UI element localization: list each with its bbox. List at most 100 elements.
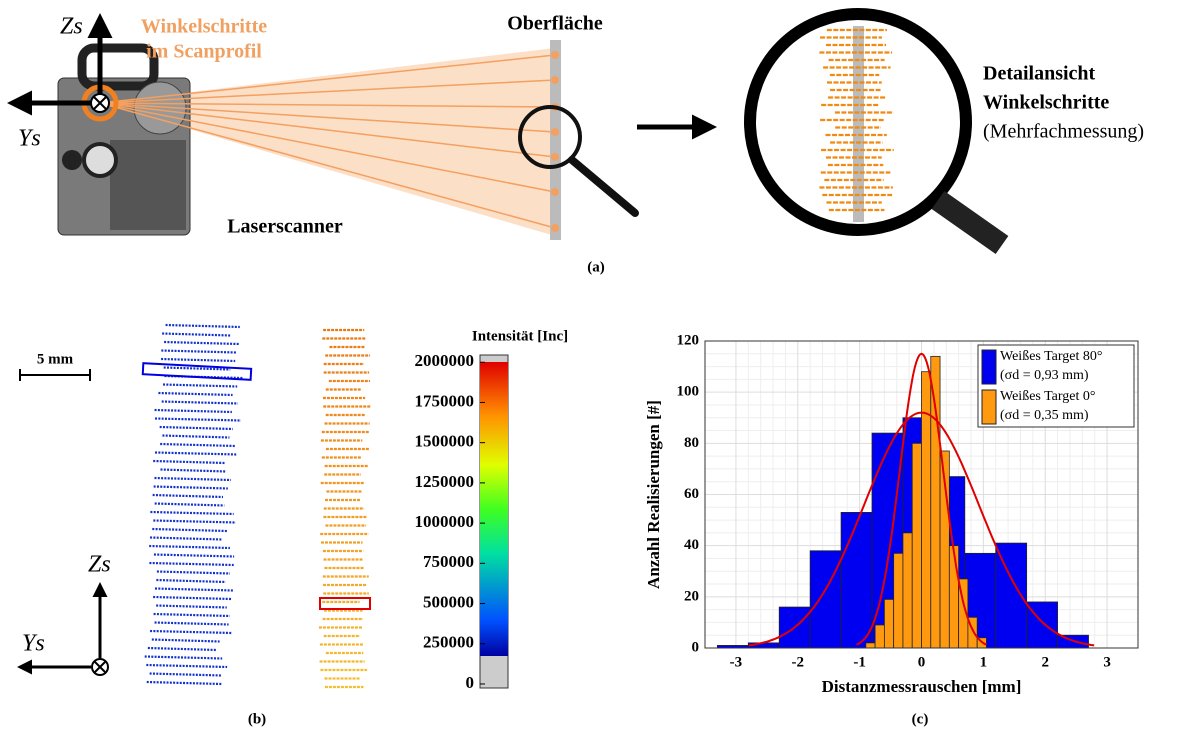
point-row [154,621,229,626]
bar [911,442,922,649]
point-row [153,459,225,465]
legend: Weißes Target 80° (σd = 0,93 mm) Weißes Ta… [977,344,1135,428]
point-row [146,663,228,669]
surface-label: Oberfläche [507,13,603,35]
legend-note: (σd = 0,93 mm) [1000,368,1089,383]
scanner-handle [77,43,159,91]
fit-curve [856,352,987,646]
point-row [164,340,240,346]
x-tick-label: -1 [853,654,866,670]
point-row [153,595,232,601]
plot-frame [704,340,1139,649]
detail-points [819,28,894,212]
bar [874,624,885,649]
histogram: 0 20 40 60 80 100 120 -3 -2 -1 0 1 2 3 Distanzmessraus… [644,332,1139,696]
beam [99,102,556,158]
fit-curve [748,411,1095,647]
y-tick-label: 120 [677,332,700,348]
point-cloud-blue [144,323,243,686]
point-row [153,612,230,618]
colorbar-tick-label: 1500000 [415,432,475,451]
legend-swatch [981,389,997,425]
point-row [165,323,240,329]
scanner-grille [110,140,186,230]
detail-handle [931,191,1009,254]
beam [99,102,556,133]
beam-label: Winkelschritte [141,16,267,38]
colorbar: 0 250000 500000 750000 1000000 1250000 1500000… [415,351,509,692]
point-row [156,578,226,584]
axis-y-label: Ys [18,126,41,152]
colorbar-tick-label: 750000 [423,552,474,571]
bar [840,512,873,649]
legend-box [977,344,1135,428]
bar [893,552,904,649]
point-row [149,672,222,677]
caption: (a) [587,259,605,275]
beam [99,102,556,108]
point-row [154,408,232,414]
legend-swatch [981,349,997,385]
point-row [144,655,223,660]
point-row [150,629,233,635]
bar [948,545,960,649]
point-row [153,519,236,524]
legend-label: Weißes Target 0° [1000,389,1096,404]
point-row [153,485,228,490]
panel-a: Zs Ys Winkelschritte im Scanprofil Oberf… [7,8,1144,275]
point-row [151,638,220,643]
x-tick-label: -2 [792,654,805,670]
y-tick-label: 80 [684,435,699,451]
point-row [160,442,236,448]
point-row [156,604,227,609]
origin-cross [94,661,106,673]
colorbar-tick-label: 0 [466,673,475,692]
point-cloud-intensity [318,328,371,689]
beam [99,102,556,193]
x-tick-label: 2 [1041,654,1049,670]
x-axis-label: Distanzmessrauschen [mm] [822,677,1022,696]
x-tick-label: 3 [1103,654,1111,670]
beam [99,102,556,229]
scanner-knob [62,150,82,170]
point-row [163,366,231,371]
point-row [146,680,222,686]
surface-point [551,188,559,196]
point-row [147,646,218,652]
surface-point [551,76,559,84]
colorbar-gradient [480,362,508,656]
axis-z-label: Zs [60,14,83,40]
highlight-blue [141,362,253,381]
point-row [162,332,232,337]
y-tick-label: 40 [684,537,699,553]
point-row [153,553,235,558]
scale-bar [19,369,91,381]
point-row [154,502,225,507]
magnifier-handle [568,156,639,217]
surface-point [551,153,559,161]
axis-y-label: Ys [22,631,45,657]
beams [99,54,556,229]
point-row [149,544,230,550]
bar [865,642,876,649]
colorbar-tick-label: 1250000 [415,472,475,491]
scanner-label: Laserscanner [227,216,343,238]
detail-label: (Mehrfachmessung) [983,121,1144,143]
y-axis-label: Anzahl Realisierungen [#] [644,400,663,589]
magnifier [518,105,582,169]
origin-cross [93,96,107,110]
point-row [149,561,234,567]
caption: (b) [248,711,266,727]
point-row [155,451,238,456]
highlight-red [319,597,371,610]
y-tick-label: 0 [692,639,700,655]
caption: (c) [912,711,929,727]
point-row [152,493,224,499]
point-row [162,434,230,439]
point-row [150,536,223,541]
colorbar-tick-label: 1000000 [415,512,475,531]
beam-label: im Scanprofil [146,41,262,63]
